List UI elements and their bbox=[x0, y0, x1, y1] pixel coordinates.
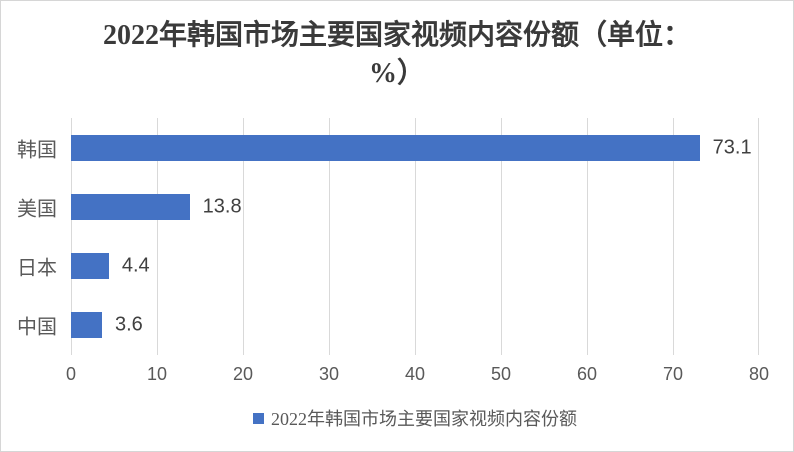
x-tick-label: 60 bbox=[576, 364, 598, 384]
chart-title: 2022年韩国市场主要国家视频内容份额（单位： %） bbox=[1, 17, 793, 93]
category-label: 日本 bbox=[17, 257, 57, 280]
plot-area: 73.1 13.8 4.4 3.6 bbox=[71, 118, 759, 355]
x-tick-label: 50 bbox=[490, 364, 512, 384]
legend: 2022年韩国市场主要国家视频内容份额 bbox=[71, 405, 759, 431]
y-axis-line bbox=[71, 118, 72, 355]
gridline bbox=[243, 118, 244, 355]
bar-1 bbox=[71, 134, 700, 161]
category-label: 韩国 bbox=[17, 139, 57, 162]
gridline bbox=[673, 118, 674, 355]
x-tick-label: 10 bbox=[146, 364, 168, 384]
y-axis-category-labels: 韩国 美国 日本 中国 bbox=[1, 118, 57, 355]
data-label: 73.1 bbox=[712, 136, 752, 159]
data-label: 4.4 bbox=[121, 254, 150, 277]
x-tick-label: 20 bbox=[232, 364, 254, 384]
gridline bbox=[329, 118, 330, 355]
bar-3 bbox=[71, 253, 109, 280]
bar-4 bbox=[71, 312, 102, 339]
legend-label: 2022年韩国市场主要国家视频内容份额 bbox=[271, 409, 577, 429]
chart-title-line-2: %） bbox=[368, 58, 425, 89]
x-tick-label: 40 bbox=[404, 364, 426, 384]
chart-title-line-1: 2022年韩国市场主要国家视频内容份额（单位： bbox=[102, 20, 691, 51]
gridline bbox=[415, 118, 416, 355]
category-label: 中国 bbox=[17, 316, 57, 339]
x-tick-label: 80 bbox=[748, 364, 770, 384]
gridline bbox=[501, 118, 502, 355]
bar-2 bbox=[71, 193, 190, 220]
legend-swatch-icon bbox=[253, 412, 264, 424]
data-label: 13.8 bbox=[202, 195, 242, 218]
x-tick-label: 0 bbox=[65, 364, 77, 384]
x-tick-label: 30 bbox=[318, 364, 340, 384]
gridline bbox=[157, 118, 158, 355]
gridline bbox=[587, 118, 588, 355]
data-label: 3.6 bbox=[114, 313, 143, 336]
category-label: 美国 bbox=[17, 198, 57, 221]
gridline bbox=[758, 118, 759, 355]
x-tick-label: 70 bbox=[662, 364, 684, 384]
x-axis: 0 10 20 30 40 50 60 70 80 bbox=[66, 363, 769, 385]
